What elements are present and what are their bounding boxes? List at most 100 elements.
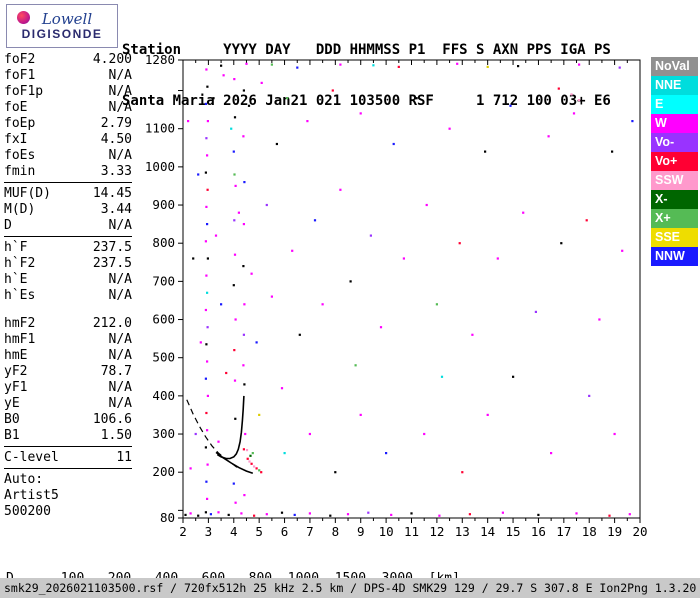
svg-text:1280: 1280 <box>145 52 175 67</box>
param-value: 1.50 <box>100 428 132 443</box>
param-row-d: D N/A <box>4 218 132 234</box>
param-value: 4.200 <box>92 52 132 67</box>
legend-item-ssw: SSW <box>651 171 698 190</box>
param-row-yf1: yF1 N/A <box>4 380 132 396</box>
logo-product: DIGISONDE <box>21 27 103 42</box>
param-value: N/A <box>108 332 132 347</box>
svg-text:1000: 1000 <box>145 159 175 174</box>
x-axis: 2 3 4 5 6 7 8 9 10 11 12 13 14 15 16 17 18 19 20 <box>179 60 648 539</box>
divider <box>4 236 132 237</box>
param-label: foF1p <box>4 84 44 99</box>
svg-text:15: 15 <box>506 524 521 539</box>
param-row-fmin: fmin 3.33 <box>4 164 132 180</box>
trace-f-layer <box>216 395 245 460</box>
param-row-fof1: foF1 N/A <box>4 68 132 84</box>
legend-item-sse: SSE <box>651 228 698 247</box>
param-row-hes: h`Es N/A <box>4 288 132 304</box>
y-axis: 1280 1100 1000 900 800 700 600 500 400 300 200 80 <box>145 52 183 525</box>
param-label: M(D) <box>4 202 36 217</box>
param-label: fmin <box>4 164 36 179</box>
param-label: B0 <box>4 412 20 427</box>
param-value: N/A <box>108 68 132 83</box>
autoscaling-info-line: Auto: <box>4 472 44 487</box>
param-label: fxI <box>4 132 28 147</box>
param-row-foep: foEp 2.79 <box>4 116 132 132</box>
svg-text:3: 3 <box>205 524 213 539</box>
param-value: 11 <box>116 450 132 465</box>
param-label: yE <box>4 396 20 411</box>
param-label: foF1 <box>4 68 36 83</box>
logo-brand: Lowell <box>41 9 93 28</box>
svg-text:2: 2 <box>179 524 187 539</box>
param-value: N/A <box>108 396 132 411</box>
divider <box>4 182 132 183</box>
svg-text:10: 10 <box>379 524 394 539</box>
svg-text:17: 17 <box>556 524 571 539</box>
param-value: N/A <box>108 272 132 287</box>
param-value: N/A <box>108 100 132 115</box>
param-value: 212.0 <box>92 316 132 331</box>
svg-text:500: 500 <box>152 350 175 365</box>
svg-text:18: 18 <box>582 524 597 539</box>
echo-direction-legend: NoVal NNE E W Vo- Vo+ SSW X- X+ SSE NNW <box>651 57 698 266</box>
svg-text:700: 700 <box>152 273 175 288</box>
param-row-foes: foEs N/A <box>4 148 132 164</box>
param-label: foF2 <box>4 52 36 67</box>
logo-swirl-icon <box>17 11 30 24</box>
legend-item-nnw: NNW <box>651 247 698 266</box>
param-label: foEs <box>4 148 36 163</box>
header-block: Station YYYY DAY DDD HHMMSS P1 FFS S AXN… <box>122 8 611 144</box>
legend-item-vo: Vo- <box>651 133 698 152</box>
param-value: 4.50 <box>100 132 132 147</box>
param-value: 106.6 <box>92 412 132 427</box>
param-value: 2.79 <box>100 116 132 131</box>
param-row-fxi: fxI 4.50 <box>4 132 132 148</box>
svg-text:300: 300 <box>152 426 175 441</box>
param-label: C-level <box>4 450 59 465</box>
param-row-hme: hmE N/A <box>4 348 132 364</box>
svg-text:4: 4 <box>230 524 238 539</box>
param-row-he: h`E N/A <box>4 272 132 288</box>
param-label: h`Es <box>4 288 36 303</box>
svg-text:12: 12 <box>429 524 444 539</box>
param-row-md: M(D) 3.44 <box>4 202 132 218</box>
param-value: N/A <box>108 348 132 363</box>
param-label: yF2 <box>4 364 28 379</box>
svg-text:19: 19 <box>607 524 622 539</box>
param-label: yF1 <box>4 380 28 395</box>
param-value: 78.7 <box>100 364 132 379</box>
plot-frame <box>182 59 641 519</box>
param-label: D <box>4 218 12 233</box>
param-value: 3.33 <box>100 164 132 179</box>
param-row-foe: foE N/A <box>4 100 132 116</box>
svg-text:200: 200 <box>152 464 175 479</box>
svg-text:1100: 1100 <box>145 121 175 136</box>
svg-text:14: 14 <box>480 524 495 539</box>
param-row-clevel: C-level 11 <box>4 450 132 466</box>
header-columns-row: Station YYYY DAY DDD HHMMSS P1 FFS S AXN… <box>122 42 611 58</box>
param-row-ye: yE N/A <box>4 396 132 412</box>
param-label: h`F <box>4 240 28 255</box>
legend-item-x: X+ <box>651 209 698 228</box>
svg-text:13: 13 <box>455 524 470 539</box>
param-row-mufd: MUF(D) 14.45 <box>4 186 132 202</box>
param-label: hmE <box>4 348 28 363</box>
svg-text:600: 600 <box>152 312 175 327</box>
status-bar: smk29_2026021103500.rsf / 720fx512h 25 k… <box>0 578 700 598</box>
autoscaling-info-line: Artist5 <box>4 488 59 503</box>
param-label: hmF2 <box>4 316 36 331</box>
param-row-b1: B1 1.50 <box>4 428 132 444</box>
param-row-fof1p: foF1p N/A <box>4 84 132 100</box>
param-value: N/A <box>108 288 132 303</box>
param-value: 237.5 <box>92 240 132 255</box>
param-row-yf2: yF2 78.7 <box>4 364 132 380</box>
legend-item-vo: Vo+ <box>651 152 698 171</box>
divider <box>4 446 132 447</box>
svg-text:80: 80 <box>160 510 175 525</box>
param-value: 237.5 <box>92 256 132 271</box>
legend-item-e: E <box>651 95 698 114</box>
legend-item-x: X- <box>651 190 698 209</box>
param-value: N/A <box>108 380 132 395</box>
svg-text:800: 800 <box>152 235 175 250</box>
legend-item-w: W <box>651 114 698 133</box>
